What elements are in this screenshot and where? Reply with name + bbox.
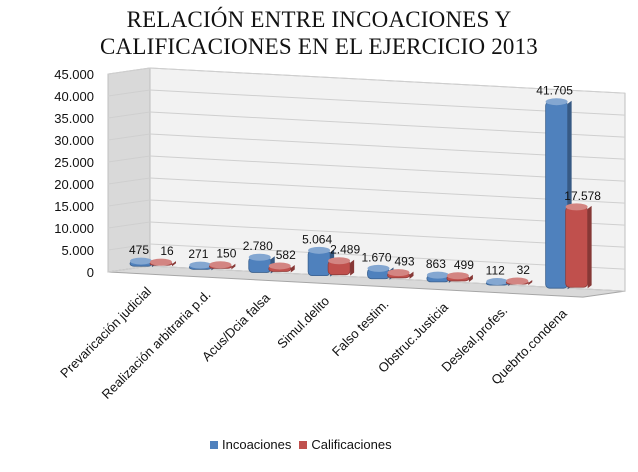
data-label: 475 xyxy=(129,243,149,257)
legend-swatch-calificaciones xyxy=(299,440,308,449)
legend-item-calificaciones: Calificaciones xyxy=(299,437,392,452)
data-label: 271 xyxy=(188,247,208,261)
data-label: 493 xyxy=(394,255,414,269)
legend: Incoaciones Calificaciones xyxy=(210,437,470,452)
side-wall xyxy=(107,67,151,273)
legend-label-incoaciones: Incoaciones xyxy=(222,437,292,452)
gridline-side xyxy=(107,221,151,229)
legend-swatch-incoaciones xyxy=(210,440,218,449)
bar-top xyxy=(130,257,152,265)
y-tick-label: 35.000 xyxy=(54,111,94,126)
y-tick-label: 25.000 xyxy=(54,155,94,170)
gridline-side xyxy=(107,89,151,97)
bar-top xyxy=(426,271,449,279)
chart-title-line-2: CALIFICACIONES EN EL EJERCICIO 2013 xyxy=(99,34,539,59)
y-tick-label: 15.000 xyxy=(54,199,94,214)
data-label: 32 xyxy=(517,263,531,277)
gridline-side xyxy=(107,199,151,207)
bar-side xyxy=(587,205,592,289)
data-label: 863 xyxy=(426,257,446,271)
y-tick-label: 30.000 xyxy=(54,133,94,148)
y-tick-label: 5.000 xyxy=(61,243,94,258)
bar-front xyxy=(307,249,331,277)
category-label: Falso testim. xyxy=(329,296,392,359)
gridline-side xyxy=(107,133,151,141)
gridline xyxy=(149,67,626,94)
y-tick-label: 10.000 xyxy=(54,221,94,236)
bar-top xyxy=(150,258,172,266)
data-label: 16 xyxy=(160,244,174,258)
gridline-side xyxy=(107,265,151,273)
data-label: 41.705 xyxy=(536,84,573,98)
gridline-side xyxy=(107,111,151,119)
bar-front xyxy=(565,206,589,288)
legend-item-incoaciones: Incoaciones xyxy=(210,437,291,452)
bar-top xyxy=(328,257,351,265)
bar-top xyxy=(545,98,568,106)
bar-top xyxy=(565,203,588,211)
bar-top xyxy=(268,262,291,270)
data-label: 1.670 xyxy=(361,250,391,264)
gridline-side xyxy=(107,67,151,75)
bar-top xyxy=(308,246,331,254)
bar-top xyxy=(387,269,410,277)
y-tick-label: 0 xyxy=(87,265,94,280)
bar-top xyxy=(486,278,509,286)
bar-top xyxy=(248,253,271,261)
data-label: 2.489 xyxy=(330,243,360,257)
data-label: 2.780 xyxy=(243,239,273,253)
category-label: Simul.delito xyxy=(274,293,332,351)
data-label: 17.578 xyxy=(564,189,601,203)
bar-side xyxy=(350,259,355,276)
category-label: Realización arbitraria p.d. xyxy=(99,287,214,402)
bar-side xyxy=(409,271,414,279)
chart-title-line-1: RELACIÓN ENTRE INCOACIONES Y xyxy=(126,7,512,32)
bar-top xyxy=(506,277,529,285)
bar-top xyxy=(446,272,469,280)
bar-top xyxy=(367,264,390,272)
data-label: 112 xyxy=(486,264,505,278)
bar-side xyxy=(290,264,295,273)
gridline-side xyxy=(107,155,151,163)
bar-side xyxy=(172,261,176,267)
y-tick-label: 45.000 xyxy=(54,67,94,82)
bar-top xyxy=(189,261,212,269)
y-tick-label: 20.000 xyxy=(54,177,94,192)
gridline-side xyxy=(107,243,151,251)
data-label: 582 xyxy=(276,248,296,262)
y-tick-label: 40.000 xyxy=(54,89,94,104)
bar-side xyxy=(528,279,533,286)
chart-title: RELACIÓN ENTRE INCOACIONES Y CALIFICACIO… xyxy=(0,6,638,60)
bar-side xyxy=(468,274,473,282)
bar-side xyxy=(231,263,236,270)
data-label: 150 xyxy=(216,247,236,261)
category-label: Desleal.profes. xyxy=(438,303,510,375)
legend-label-calificaciones: Calificaciones xyxy=(311,437,392,452)
bar-top xyxy=(209,261,232,269)
data-label: 499 xyxy=(454,258,474,272)
gridline-side xyxy=(107,177,151,185)
data-label: 5.064 xyxy=(302,232,332,246)
